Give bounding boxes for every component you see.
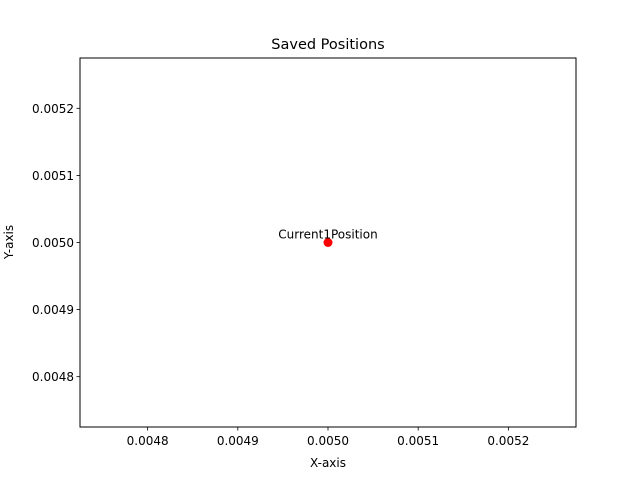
y-tick-label: 0.0048	[32, 370, 74, 384]
x-tick-label: 0.0048	[127, 434, 169, 448]
y-axis-label: Y-axis	[2, 225, 16, 260]
x-tick-label: 0.0050	[307, 434, 349, 448]
x-tick-label: 0.0051	[397, 434, 439, 448]
x-tick-label: 0.0052	[487, 434, 529, 448]
x-tick-label: 0.0049	[217, 434, 259, 448]
x-axis-label: X-axis	[310, 456, 346, 470]
y-tick-label: 0.0052	[32, 102, 74, 116]
x-axis-ticks: 0.0048 0.0049 0.0050 0.0051 0.0052	[127, 427, 529, 448]
y-tick-label: 0.0049	[32, 303, 74, 317]
y-tick-label: 0.0050	[32, 236, 74, 250]
data-point	[323, 238, 333, 247]
chart-title: Saved Positions	[271, 37, 384, 53]
y-tick-label: 0.0051	[32, 169, 74, 183]
plot-frame	[79, 57, 577, 428]
y-axis-ticks: 0.0048 0.0049 0.0050 0.0051 0.0052	[32, 102, 80, 384]
point-annotation: Current1Position	[278, 228, 377, 242]
plot-marks: Current1Position	[278, 228, 378, 247]
